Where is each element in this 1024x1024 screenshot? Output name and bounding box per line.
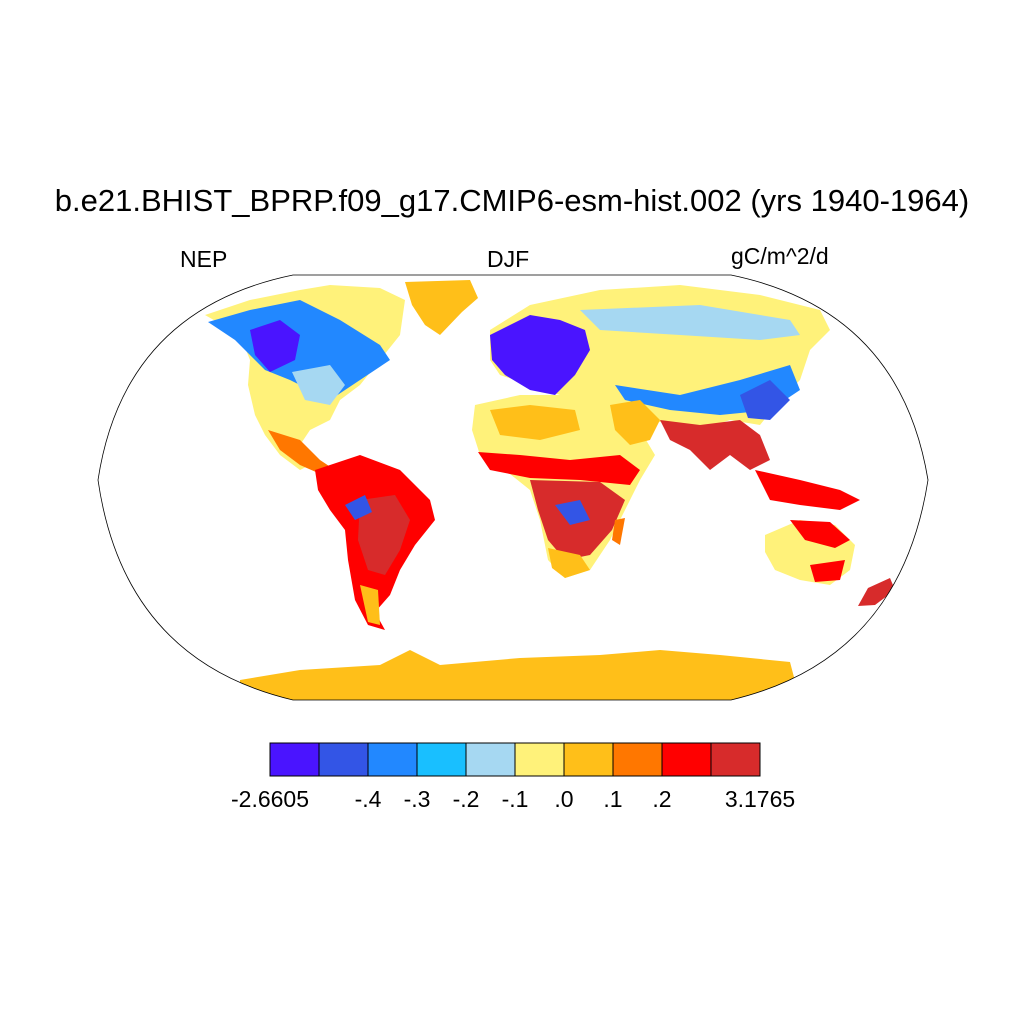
colorbar-box bbox=[465, 742, 516, 777]
colorbar-tick-label: 3.1765 bbox=[724, 786, 796, 812]
central-africa-blue-patch bbox=[555, 500, 590, 525]
north-america-cold-band bbox=[208, 300, 390, 400]
units-label: gC/m^2/d bbox=[731, 243, 829, 269]
plot-title: b.e21.BHIST_BPRP.f09_g17.CMIP6-esm-hist.… bbox=[54, 183, 970, 218]
colorbar-tick-label: .0 bbox=[554, 786, 574, 812]
southern-africa-region bbox=[548, 548, 590, 578]
colorbar-tick-label: -.2 bbox=[452, 786, 480, 812]
siberia-light-band bbox=[580, 305, 800, 340]
greenland-region bbox=[405, 280, 478, 335]
colorbar-tick-label: -.3 bbox=[403, 786, 431, 812]
south-america-blue-patch bbox=[345, 495, 372, 520]
colorbar-tick-label: .2 bbox=[652, 786, 672, 812]
colorbar-box bbox=[612, 742, 663, 777]
madagascar-region bbox=[612, 518, 625, 545]
map-outline bbox=[97, 274, 929, 701]
colorbar-box bbox=[416, 742, 467, 777]
colorbar-box bbox=[710, 742, 761, 777]
sahara-orange-patches bbox=[490, 405, 580, 440]
australia-south-red bbox=[810, 560, 845, 582]
north-america-light-band bbox=[292, 365, 345, 405]
colorbar-box bbox=[563, 742, 614, 777]
australia-north-red bbox=[790, 520, 850, 548]
variable-label: NEP bbox=[180, 246, 228, 272]
antarctica-region bbox=[240, 650, 800, 700]
south-asia-region bbox=[660, 420, 770, 470]
colorbar-box bbox=[514, 742, 565, 777]
east-asia-sink bbox=[740, 380, 790, 420]
colorbar-tick-label: .1 bbox=[603, 786, 623, 812]
sahel-red-band bbox=[478, 452, 640, 485]
colorbar-tick-label: -2.6605 bbox=[230, 786, 310, 812]
colorbar-box bbox=[367, 742, 418, 777]
north-america-strong-sink bbox=[250, 320, 300, 372]
new-zealand-region bbox=[858, 578, 895, 606]
south-america-tip bbox=[360, 585, 380, 625]
arabia-region bbox=[610, 400, 660, 445]
colorbar-box bbox=[318, 742, 369, 777]
maritime-continent-region bbox=[755, 470, 860, 510]
central-america-region bbox=[268, 430, 335, 476]
colorbar-tick-label: -.1 bbox=[501, 786, 529, 812]
colorbar-box bbox=[661, 742, 712, 777]
south-america-dark-red bbox=[358, 495, 410, 575]
colorbar-box bbox=[269, 742, 320, 777]
europe-strong-sink bbox=[490, 315, 590, 395]
colorbar-tick-label: -.4 bbox=[354, 786, 382, 812]
season-label: DJF bbox=[487, 246, 530, 272]
